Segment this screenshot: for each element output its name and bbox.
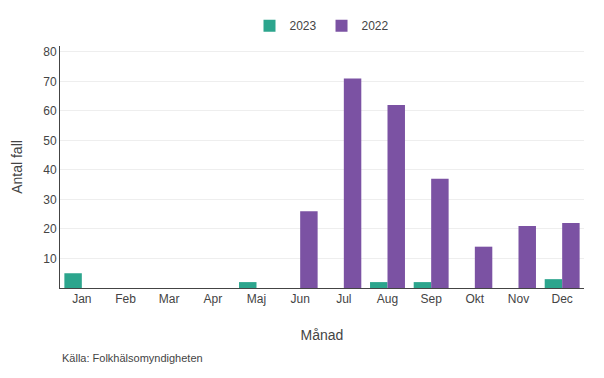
svg-text:Mar: Mar — [159, 292, 180, 306]
svg-text:10: 10 — [43, 252, 57, 266]
svg-text:80: 80 — [43, 45, 57, 59]
svg-text:Apr: Apr — [203, 292, 222, 306]
svg-text:Jul: Jul — [336, 292, 351, 306]
svg-text:20: 20 — [43, 222, 57, 236]
svg-text:Feb: Feb — [115, 292, 136, 306]
svg-text:70: 70 — [43, 75, 57, 89]
svg-text:Antal fall: Antal fall — [9, 140, 25, 194]
svg-text:Jan: Jan — [72, 292, 91, 306]
svg-text:Nov: Nov — [508, 292, 529, 306]
svg-text:2022: 2022 — [362, 19, 389, 33]
svg-text:Maj: Maj — [247, 292, 266, 306]
svg-text:Okt: Okt — [465, 292, 484, 306]
svg-text:Jun: Jun — [290, 292, 309, 306]
svg-text:Månad: Månad — [301, 327, 344, 343]
svg-text:2023: 2023 — [290, 19, 317, 33]
svg-text:Sep: Sep — [420, 292, 442, 306]
svg-text:40: 40 — [43, 163, 57, 177]
svg-text:Dec: Dec — [551, 292, 572, 306]
svg-text:Källa: Folkhälsomyndigheten: Källa: Folkhälsomyndigheten — [62, 352, 203, 364]
svg-text:50: 50 — [43, 134, 57, 148]
svg-text:Aug: Aug — [377, 292, 398, 306]
svg-text:30: 30 — [43, 193, 57, 207]
svg-text:60: 60 — [43, 104, 57, 118]
